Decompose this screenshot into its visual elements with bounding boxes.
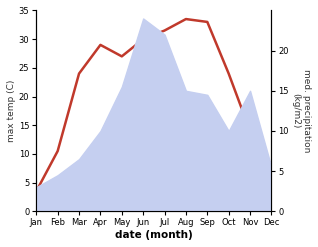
- X-axis label: date (month): date (month): [115, 230, 193, 240]
- Y-axis label: med. precipitation
(kg/m2): med. precipitation (kg/m2): [292, 69, 311, 153]
- Y-axis label: max temp (C): max temp (C): [7, 80, 16, 142]
